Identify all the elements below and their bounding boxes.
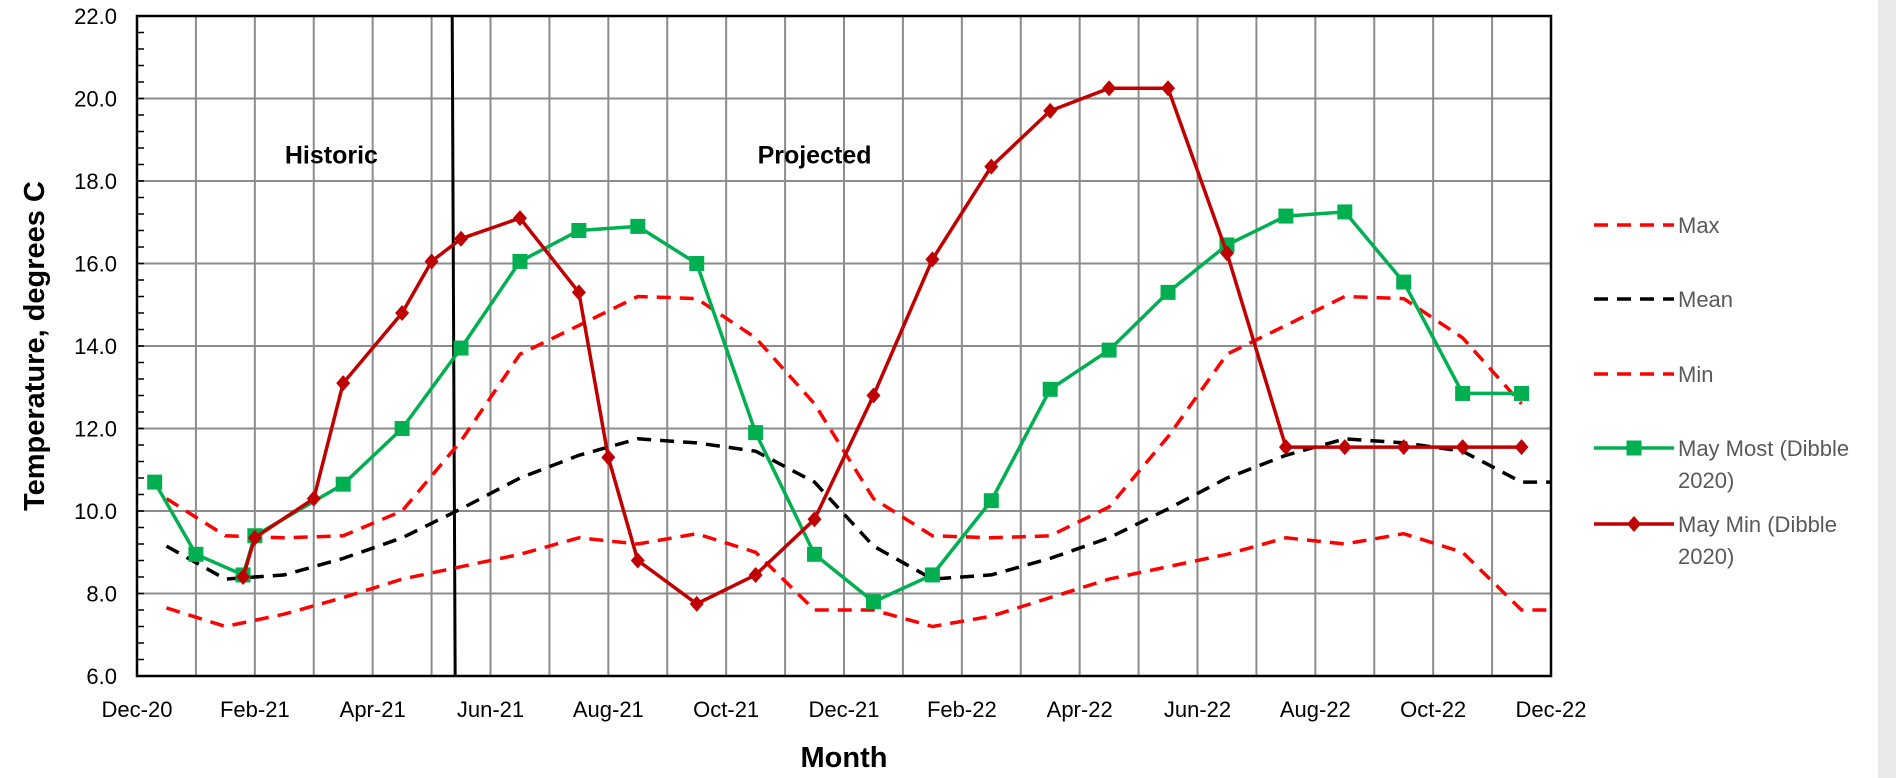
data-point-may-min-dibble-2020 <box>630 552 645 569</box>
data-point-may-most-dibble-2020 <box>1101 342 1117 358</box>
x-tick-label: Jun-21 <box>457 697 524 722</box>
plot-area-frame <box>135 14 1553 678</box>
y-tick-label: 14.0 <box>74 334 117 359</box>
data-point-may-most-dibble-2020 <box>924 567 940 583</box>
y-tick-label: 6.0 <box>86 664 117 689</box>
legend: Max Mean Min May Most (Dibble 2020) May Min (… <box>1594 213 1849 569</box>
legend-marker-may-min-dibble-2020 <box>1627 516 1641 532</box>
annotation-projected: Projected <box>758 141 872 169</box>
data-point-may-most-dibble-2020 <box>689 256 705 271</box>
y-tick-label: 22.0 <box>74 4 117 29</box>
x-tick-label: Aug-22 <box>1280 697 1351 722</box>
x-tick-label: Feb-21 <box>220 697 290 722</box>
y-tick-label: 12.0 <box>74 417 117 442</box>
x-tick-label: Dec-21 <box>809 697 880 722</box>
x-tick-label: Oct-22 <box>1400 697 1466 722</box>
data-point-may-most-dibble-2020 <box>1514 385 1530 401</box>
data-point-may-min-dibble-2020 <box>984 158 999 175</box>
data-point-may-most-dibble-2020 <box>335 476 351 492</box>
legend-label-mean: Mean <box>1678 287 1733 312</box>
data-point-may-min-dibble-2020 <box>1278 439 1293 456</box>
x-tick-label: Dec-20 <box>102 697 173 722</box>
window-edge <box>1878 0 1896 778</box>
x-tick-label: Dec-22 <box>1516 697 1587 722</box>
data-point-may-min-dibble-2020 <box>395 305 410 321</box>
data-point-may-min-dibble-2020 <box>1161 80 1176 97</box>
y-tick-label: 20.0 <box>74 87 117 112</box>
data-point-may-most-dibble-2020 <box>147 474 163 490</box>
data-point-may-min-dibble-2020 <box>1455 439 1470 456</box>
data-point-may-min-dibble-2020 <box>1043 102 1058 119</box>
series-line-may-min-dibble-2020 <box>241 86 1522 606</box>
data-point-may-most-dibble-2020 <box>571 223 587 238</box>
data-point-may-min-dibble-2020 <box>454 230 469 247</box>
data-point-may-most-dibble-2020 <box>748 425 764 441</box>
x-tick-label: Jun-22 <box>1164 697 1231 722</box>
legend-label-max: Max <box>1678 213 1720 238</box>
data-point-may-min-dibble-2020 <box>807 511 822 528</box>
y-tick-label: 8.0 <box>86 582 117 607</box>
data-point-may-most-dibble-2020 <box>188 546 204 562</box>
x-axis-ticks: Dec-20 Feb-21 Apr-21 Jun-21 Aug-21 Oct-21 Dec-… <box>102 697 1587 722</box>
data-point-may-min-dibble-2020 <box>571 284 586 301</box>
data-point-may-min-dibble-2020 <box>601 449 616 466</box>
data-point-may-most-dibble-2020 <box>983 493 999 509</box>
data-point-may-min-dibble-2020 <box>748 566 763 583</box>
data-point-may-most-dibble-2020 <box>630 218 646 234</box>
data-point-may-min-dibble-2020 <box>512 210 527 227</box>
data-point-may-most-dibble-2020 <box>394 421 410 436</box>
legend-label-may-min-dibble-2020: May Min (Dibble 2020) <box>1678 512 1837 569</box>
x-tick-label: Apr-21 <box>340 697 406 722</box>
x-tick-label: Aug-21 <box>573 697 644 722</box>
data-point-may-min-dibble-2020 <box>306 490 321 507</box>
y-tick-label: 18.0 <box>74 169 117 194</box>
data-point-may-min-dibble-2020 <box>424 253 439 270</box>
data-point-may-min-dibble-2020 <box>1102 80 1117 97</box>
data-point-may-min-dibble-2020 <box>236 569 251 585</box>
legend-label-may-most-dibble-2020: May Most (Dibble 2020) <box>1678 436 1849 493</box>
y-tick-label: 10.0 <box>74 499 117 524</box>
data-point-may-min-dibble-2020 <box>247 529 262 546</box>
data-point-may-most-dibble-2020 <box>1278 208 1294 224</box>
series-line-max <box>165 294 1523 540</box>
data-point-may-most-dibble-2020 <box>1160 284 1176 300</box>
x-tick-label: Apr-22 <box>1047 697 1113 722</box>
data-point-may-most-dibble-2020 <box>512 253 528 269</box>
annotation-historic: Historic <box>285 141 378 169</box>
y-axis-ticks: 6.0 8.0 10.0 12.0 14.0 16.0 18.0 20.0 22.0 <box>74 4 117 689</box>
data-point-may-min-dibble-2020 <box>1337 439 1352 456</box>
x-tick-label: Oct-21 <box>693 697 759 722</box>
data-point-may-most-dibble-2020 <box>1455 385 1471 401</box>
x-tick-label: Feb-22 <box>927 697 997 722</box>
data-point-may-min-dibble-2020 <box>1514 439 1529 456</box>
x-axis-title: Month <box>801 742 888 774</box>
data-point-may-min-dibble-2020 <box>336 375 351 392</box>
data-point-may-min-dibble-2020 <box>1219 245 1234 262</box>
data-point-may-most-dibble-2020 <box>1337 204 1353 220</box>
y-tick-label: 16.0 <box>74 252 117 277</box>
data-point-may-most-dibble-2020 <box>807 546 823 562</box>
series-layer <box>147 80 1551 629</box>
data-point-may-most-dibble-2020 <box>1396 274 1412 290</box>
series-line-min <box>165 531 1551 629</box>
y-axis-title: Temperature, degrees C <box>19 181 51 511</box>
data-point-may-min-dibble-2020 <box>1396 439 1411 456</box>
data-point-may-min-dibble-2020 <box>689 595 704 612</box>
data-point-may-most-dibble-2020 <box>453 340 469 356</box>
legend-label-min: Min <box>1678 362 1713 387</box>
data-point-may-min-dibble-2020 <box>925 251 940 268</box>
data-point-may-most-dibble-2020 <box>865 594 881 610</box>
data-point-may-most-dibble-2020 <box>1042 381 1058 397</box>
legend-marker-may-most-dibble-2020 <box>1626 440 1642 456</box>
data-point-may-min-dibble-2020 <box>866 387 881 404</box>
